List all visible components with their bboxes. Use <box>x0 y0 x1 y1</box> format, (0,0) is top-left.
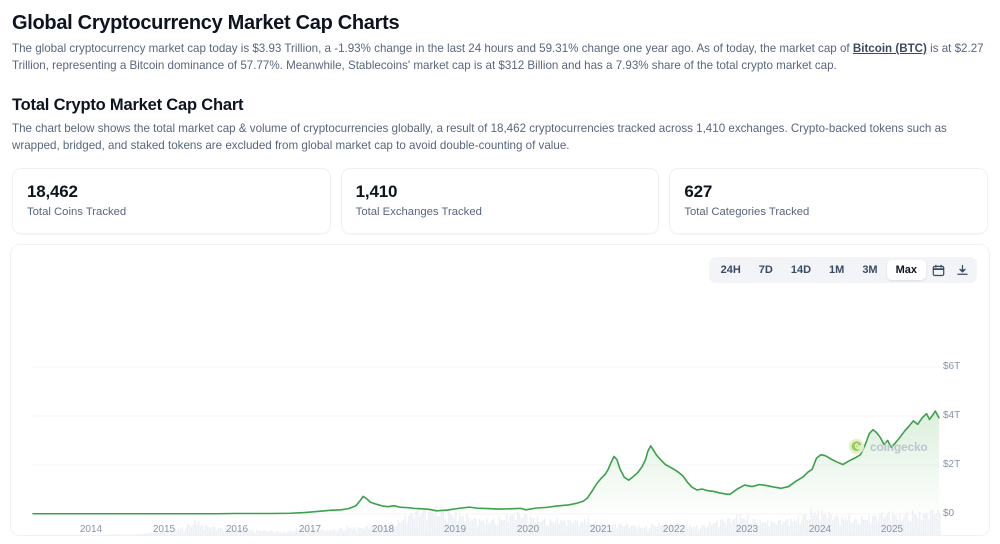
x-tick-2023: 2023 <box>735 524 759 535</box>
section-title: Total Crypto Market Cap Chart <box>12 96 244 114</box>
stat-value: 627 <box>684 182 713 201</box>
page-header: Global Cryptocurrency Market Cap Charts … <box>0 0 1000 154</box>
page-description: The global cryptocurrency market cap tod… <box>12 41 988 74</box>
x-tick-2017: 2017 <box>298 524 322 535</box>
range-button-14d[interactable]: 14D <box>782 260 820 280</box>
page-title: Global Cryptocurrency Market Cap Charts <box>12 12 400 34</box>
chart-svg <box>32 366 941 535</box>
y-tick-4t: $4T <box>943 410 961 421</box>
stat-value: 18,462 <box>27 182 78 201</box>
stats-row: 18,462 Total Coins Tracked 1,410 Total E… <box>12 168 989 234</box>
market-cap-area <box>33 411 939 514</box>
stat-card-exchanges: 1,410 Total Exchanges Tracked <box>340 168 660 234</box>
stat-card-categories: 627 Total Categories Tracked <box>669 168 989 234</box>
stat-value: 1,410 <box>355 182 398 201</box>
range-button-3m[interactable]: 3M <box>853 260 886 280</box>
time-range-toolbar: 24H 7D 14D 1M 3M Max <box>708 257 977 283</box>
x-tick-2014: 2014 <box>79 524 103 535</box>
x-tick-2021: 2021 <box>589 524 613 535</box>
x-tick-2022: 2022 <box>662 524 686 535</box>
y-tick-0: $0 <box>943 508 955 519</box>
x-tick-2024: 2024 <box>808 524 832 535</box>
page-description-text-1: The global cryptocurrency market cap tod… <box>12 42 853 55</box>
stat-label: Total Coins Tracked <box>27 206 127 218</box>
x-tick-2019: 2019 <box>443 524 467 535</box>
stat-card-coins: 18,462 Total Coins Tracked <box>12 168 331 234</box>
gecko-logo-icon <box>848 438 865 455</box>
coingecko-watermark-label: coingecko <box>870 439 928 454</box>
y-tick-2t: $2T <box>943 459 961 470</box>
chart-card: 24H 7D 14D 1M 3M Max <box>10 244 990 536</box>
range-button-1m[interactable]: 1M <box>820 260 853 280</box>
section-description: The chart below shows the total market c… <box>12 122 947 152</box>
range-button-max[interactable]: Max <box>886 260 926 280</box>
calendar-icon[interactable] <box>926 260 950 280</box>
range-button-24h[interactable]: 24H <box>712 260 750 280</box>
stat-label: Total Exchanges Tracked <box>355 206 482 218</box>
market-cap-chart-plot[interactable]: $6T $4T $2T $0 2014 2015 2016 2017 2018 … <box>11 291 989 535</box>
x-tick-2016: 2016 <box>225 524 249 535</box>
y-tick-6t: $6T <box>943 361 961 372</box>
x-tick-2015: 2015 <box>152 524 176 535</box>
market-cap-line <box>32 410 940 515</box>
x-tick-2018: 2018 <box>371 524 395 535</box>
download-icon[interactable] <box>950 260 974 280</box>
volume-bars <box>33 506 941 535</box>
range-button-7d[interactable]: 7D <box>750 260 782 280</box>
coingecko-watermark: coingecko <box>848 438 928 455</box>
page-description-text-2: is at $2.27 Trillion, representing a Bit… <box>12 42 984 72</box>
stat-label: Total Categories Tracked <box>684 206 810 218</box>
x-tick-2025: 2025 <box>880 524 904 535</box>
x-tick-2020: 2020 <box>516 524 540 535</box>
bitcoin-link[interactable]: Bitcoin (BTC) <box>852 42 927 55</box>
